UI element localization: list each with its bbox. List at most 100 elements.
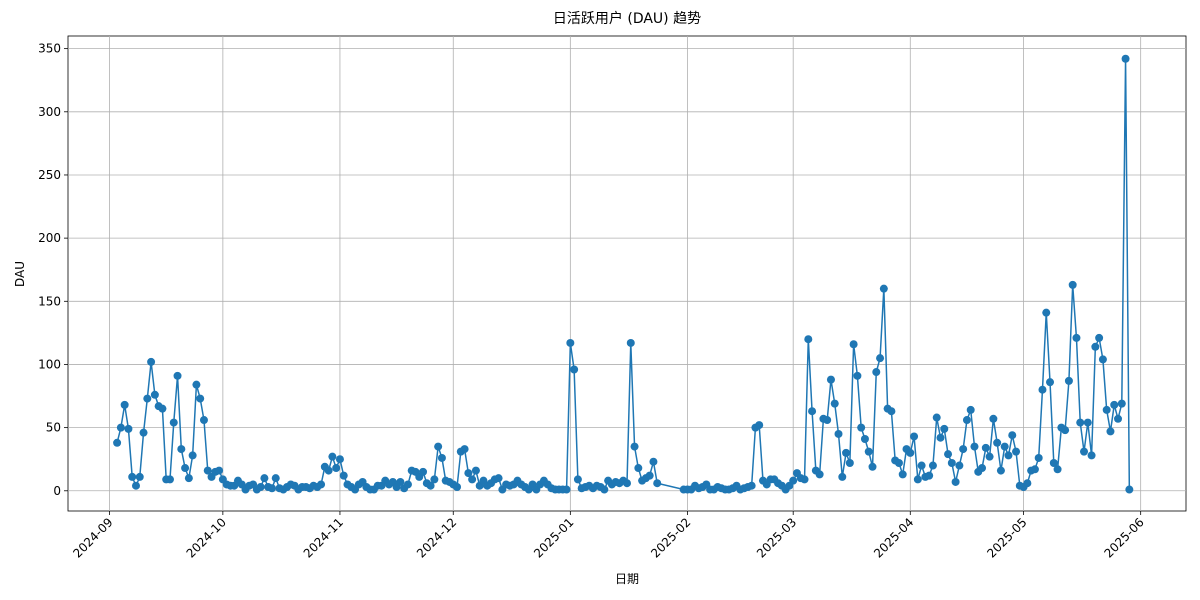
data-point <box>1049 458 1058 467</box>
data-point <box>419 467 428 476</box>
data-point <box>131 481 140 490</box>
data-point <box>332 464 341 473</box>
data-point <box>1083 418 1092 427</box>
data-point <box>192 380 201 389</box>
data-point <box>1125 485 1134 494</box>
data-point <box>113 438 122 447</box>
data-point <box>906 448 915 457</box>
data-point <box>1034 453 1043 462</box>
data-point <box>838 472 847 481</box>
data-point <box>1023 479 1032 488</box>
data-point <box>996 466 1005 475</box>
data-point <box>653 479 662 488</box>
data-point <box>139 428 148 437</box>
data-point <box>944 450 953 459</box>
data-point <box>940 424 949 433</box>
data-point <box>453 482 462 491</box>
data-point <box>985 452 994 461</box>
y-tick-label: 150 <box>38 294 61 308</box>
y-tick-label: 350 <box>38 42 61 56</box>
data-point <box>165 475 174 484</box>
data-point <box>928 461 937 470</box>
data-point <box>936 433 945 442</box>
y-tick-label: 300 <box>38 105 61 119</box>
x-tick-label: 2025-01 <box>531 515 576 560</box>
data-point <box>403 480 412 489</box>
data-point <box>808 407 817 416</box>
data-point <box>853 371 862 380</box>
x-tick-label: 2025-05 <box>984 515 1029 560</box>
data-point <box>434 442 443 451</box>
data-point <box>951 477 960 486</box>
data-point <box>324 466 333 475</box>
data-point <box>328 452 337 461</box>
data-point <box>181 464 190 473</box>
data-point <box>396 477 405 486</box>
data-point <box>494 474 503 483</box>
data-point <box>966 405 975 414</box>
data-point <box>1076 418 1085 427</box>
data-point <box>147 357 156 366</box>
x-tick-label: 2024-09 <box>70 515 115 560</box>
data-point <box>1038 385 1047 394</box>
data-point <box>989 414 998 423</box>
data-point <box>645 471 654 480</box>
data-point <box>1064 376 1073 385</box>
data-point <box>634 464 643 473</box>
data-point <box>267 484 276 493</box>
data-point <box>887 407 896 416</box>
data-point <box>845 458 854 467</box>
data-point <box>917 461 926 470</box>
data-point <box>158 404 167 413</box>
data-point <box>135 472 144 481</box>
data-point <box>649 457 658 466</box>
data-point <box>566 338 575 347</box>
data-point <box>623 479 631 488</box>
data-point <box>755 421 764 430</box>
data-point <box>120 400 129 409</box>
data-point <box>570 365 579 374</box>
data-line <box>116 58 1131 492</box>
y-tick-label: 200 <box>38 231 61 245</box>
data-point <box>815 470 824 479</box>
data-point <box>460 445 469 454</box>
data-point <box>116 423 125 432</box>
data-point <box>894 458 903 467</box>
data-point <box>1117 399 1126 408</box>
x-tick-label: 2025-03 <box>754 515 799 560</box>
data-point <box>1080 447 1089 456</box>
y-axis-label: DAU <box>13 261 27 287</box>
x-axis-label: 日期 <box>615 572 639 586</box>
data-point <box>842 448 851 457</box>
data-point <box>143 394 152 403</box>
data-point <box>256 482 265 491</box>
data-point <box>849 340 858 349</box>
data-point <box>823 416 832 425</box>
data-point <box>879 284 888 293</box>
data-point <box>1072 333 1081 342</box>
data-point <box>800 475 809 484</box>
data-point <box>910 432 919 441</box>
data-point <box>1061 426 1070 435</box>
data-point <box>1114 414 1123 423</box>
data-point <box>864 447 873 456</box>
data-point <box>1046 378 1055 387</box>
x-tick-label: 2024-12 <box>414 515 459 560</box>
data-point <box>1087 451 1096 460</box>
data-point <box>925 471 934 480</box>
data-point <box>868 462 877 471</box>
data-point <box>437 453 446 462</box>
data-point <box>981 443 990 452</box>
data-point <box>834 429 843 438</box>
data-point <box>872 368 881 377</box>
data-point <box>573 475 582 484</box>
data-point <box>184 474 193 483</box>
data-point <box>955 461 964 470</box>
x-tick-label: 2025-04 <box>871 515 916 560</box>
data-point <box>128 472 137 481</box>
data-point <box>339 471 348 480</box>
data-point <box>1042 308 1051 317</box>
data-point <box>1008 431 1017 440</box>
